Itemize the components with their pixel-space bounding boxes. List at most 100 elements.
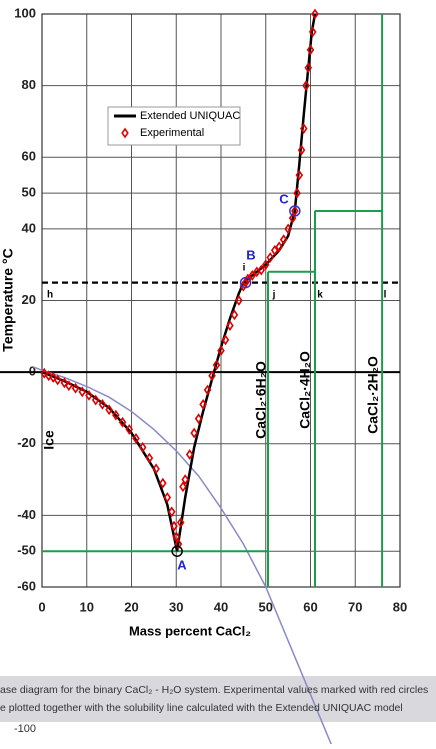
x-tick-label: 0 [38,599,45,614]
data-point [49,372,57,383]
data-point [40,367,49,379]
data-point [132,432,140,444]
data-point [105,404,113,416]
y-tick-label: 50 [22,185,36,200]
marked-point [289,205,301,217]
data-point [230,309,239,321]
data-point [179,481,187,493]
data-point [203,384,212,396]
x-tick-label: 20 [124,599,138,614]
data-point [172,531,181,543]
point-label: i [243,263,246,274]
point-label: k [317,290,323,301]
data-point [226,320,234,331]
data-point [257,264,266,276]
data-point [297,144,306,156]
data-point [306,44,315,56]
x-tick-label: 70 [348,599,362,614]
x-tick-label: 80 [393,599,407,614]
phase-label: Ice [41,430,57,450]
data-point [261,259,270,271]
data-point [85,390,93,401]
caption-box [0,676,436,722]
data-point [284,223,292,235]
data-point [311,8,319,20]
phase-label: CaCl₂·4H₂O [297,351,313,429]
data-point [217,345,225,357]
extra-tick-label: -100 [14,723,36,735]
data-point [163,492,172,503]
data-point [125,424,134,435]
extrapolated-ice-line [32,366,334,749]
x-tick-label: 10 [80,599,94,614]
data-point [199,398,207,410]
data-point [291,205,299,217]
data-point [308,26,317,38]
y-tick-label: 20 [22,292,36,307]
data-point [152,463,160,475]
data-point [185,449,194,460]
data-point [293,187,301,199]
data-point [212,359,221,371]
y-tick-label: 80 [22,77,36,92]
data-point [304,62,313,74]
point-label: A [177,557,187,572]
data-point [91,394,100,406]
data-point [288,212,297,224]
y-tick-label: 0 [29,364,36,379]
data-point [53,374,62,386]
point-label: l [384,290,387,301]
data-point [65,380,73,392]
data-point [98,398,107,410]
plot-frame [41,13,401,588]
y-tick-label: -50 [17,543,36,558]
data-point [167,506,176,518]
data-point [78,386,87,398]
data-point [174,538,183,550]
legend-label: Extended UNIQUAC [140,110,240,122]
legend: Extended UNIQUAC Experimental [107,106,241,146]
x-axis-label: Mass percent CaCl₂ [129,623,251,638]
data-point [266,252,275,263]
data-point [194,413,203,425]
data-point [221,334,230,346]
data-point [208,370,216,382]
point-label: j [272,290,276,301]
x-tick-label: 30 [169,599,183,614]
point-label: h [47,290,53,301]
data-point [159,477,167,489]
legend-swatch [121,127,129,139]
data-point [71,382,80,394]
y-axis-label: Temperature °C [0,248,16,351]
data-point [176,517,185,528]
data-point [295,169,304,181]
data-point [112,409,120,421]
y-tick-label: -40 [17,507,36,522]
y-tick-label: -60 [17,578,36,593]
caption: ase diagram for the binary CaCl₂ - H₂O s… [0,684,428,696]
y-tick-label: 60 [22,149,36,164]
data-point [44,370,53,382]
point-label: B [246,247,255,262]
x-tick-label: 40 [214,599,228,614]
y-tick-label: -20 [17,435,36,450]
caption: e plotted together with the solubility l… [0,702,403,714]
data-point [145,452,154,464]
phase-label: CaCl₂·6H₂O [253,361,269,439]
x-tick-label: 50 [259,599,273,614]
y-tick-label: 40 [22,220,36,235]
data-point [235,295,243,306]
data-point [270,244,279,256]
data-point [302,80,310,92]
marked-point [239,276,252,289]
data-point [300,123,308,134]
data-point [138,441,147,453]
y-tick-label: 100 [14,5,36,20]
legend-label: Experimental [140,127,204,139]
phase-label: CaCl₂·2H₂O [365,356,381,434]
data-point [181,474,189,485]
data-point [60,377,69,389]
data-point [170,520,178,532]
legend-box [107,106,241,146]
